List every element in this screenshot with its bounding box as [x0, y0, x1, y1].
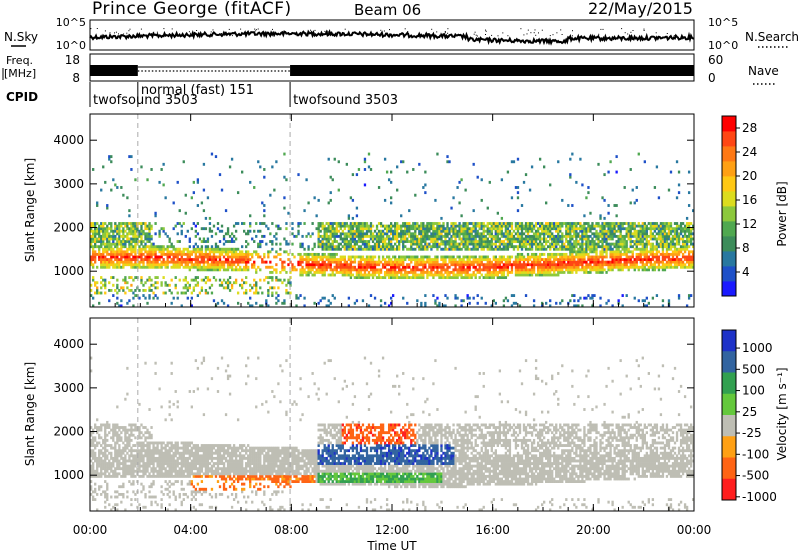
- power-colorbar-swatch: [722, 176, 736, 192]
- station-title: Prince George (fitACF): [92, 0, 292, 19]
- cpid-label: CPID: [6, 90, 38, 104]
- power-colorbar-tick-label: 16: [742, 193, 757, 207]
- xtick-label: 16:00: [475, 523, 510, 537]
- xtick-label: 00:00: [677, 523, 712, 537]
- velocity-colorbar-tick-label: -1000: [742, 490, 777, 504]
- velocity-colorbar-tick-label: 500: [742, 362, 765, 376]
- velocity-heatmap: [90, 318, 695, 512]
- power-colorbar-frame: [721, 115, 737, 297]
- nave-label: Nave: [748, 64, 779, 78]
- xtick-label: 08:00: [274, 523, 309, 537]
- velocity-colorbar-tick-label: -100: [742, 447, 769, 461]
- velocity-colorbar-frame: [721, 329, 737, 501]
- power-colorbar-swatch: [722, 116, 736, 132]
- power-colorbar-swatch: [722, 266, 736, 282]
- power-colorbar-swatch: [722, 251, 736, 267]
- xtick-label: 12:00: [375, 523, 410, 537]
- velocity-colorbar-label: Velocity [m s⁻¹]: [775, 367, 789, 460]
- velocity-ylabel: Slant Range [km]: [23, 362, 37, 466]
- power-colorbar-label: Power [dB]: [775, 181, 789, 246]
- power-heatmap: [90, 114, 695, 308]
- xtick-label: 20:00: [576, 523, 611, 537]
- power-colorbar-tick-label: 8: [742, 241, 750, 255]
- beam-title: Beam 06: [354, 1, 421, 19]
- freq-block-twofsound: [290, 65, 694, 76]
- velocity-colorbar-swatch: [722, 415, 736, 437]
- noise-strip: N.Sky 10^5 10^0 10^5 10^0 N.Search: [4, 16, 799, 52]
- noise-tick-right-top: 10^5: [708, 16, 738, 29]
- power-colorbar-tick-label: 20: [742, 169, 757, 183]
- noise-trace: [89, 28, 695, 46]
- nsearch-label: N.Search: [745, 30, 799, 44]
- noise-tick-left-top: 10^5: [56, 16, 86, 29]
- velocity-colorbar-tick-label: -500: [742, 469, 769, 483]
- cpid-segment-label: twofsound 3503: [293, 93, 398, 108]
- date-title: 22/May/2015: [588, 0, 693, 18]
- velocity-colorbar-swatch: [722, 372, 736, 395]
- freq-tick-top: 18: [65, 53, 80, 67]
- velocity-colorbar-tick-label: -25: [742, 426, 762, 440]
- power-colorbar-swatch: [722, 161, 736, 177]
- power-colorbar-swatch: [722, 281, 736, 297]
- freq-bars: [90, 65, 694, 76]
- ytick-label: 1000: [53, 468, 84, 482]
- xtick-label: 04:00: [173, 523, 208, 537]
- velocity-colorbar-swatch: [722, 351, 736, 373]
- power-panel: 1000 2000 3000 4000 Slant Range [km]: [23, 113, 695, 308]
- freq-tick-bottom: 8: [72, 71, 80, 85]
- ytick-label: 3000: [53, 177, 84, 191]
- power-colorbar-swatch: [722, 191, 736, 207]
- velocity-colorbar-tick-label: 100: [742, 384, 765, 398]
- power-colorbar: 4 8 12 16 20 24 28 Power [dB]: [721, 115, 789, 297]
- velocity-colorbar-tick-label: 1000: [742, 341, 773, 355]
- nave-tick-top: 60: [708, 53, 723, 67]
- power-ylabel: Slant Range [km]: [23, 158, 37, 262]
- power-colorbar-swatch: [722, 221, 736, 237]
- velocity-colorbar-tick-label: 25: [742, 405, 757, 419]
- velocity-colorbar-swatch: [722, 478, 736, 501]
- velocity-colorbar-swatch: [722, 436, 736, 458]
- ytick-label: 2000: [53, 221, 84, 235]
- velocity-colorbar-swatch: [722, 330, 736, 352]
- velocity-panel: 1000 2000 3000 4000 Slant Range [km]: [23, 317, 695, 512]
- nave-tick-bottom: 0: [708, 71, 716, 85]
- freq-label-line2: [MHz]: [4, 67, 36, 80]
- power-colorbar-swatch: [722, 131, 736, 147]
- ytick-label: 3000: [53, 381, 84, 395]
- cpid-segment-label: twofsound 3503: [93, 93, 198, 108]
- nsky-label: N.Sky: [4, 30, 38, 44]
- ytick-label: 4000: [53, 337, 84, 351]
- power-colorbar-tick-label: 12: [742, 217, 757, 231]
- power-colorbar-swatch: [722, 206, 736, 222]
- ytick-label: 4000: [53, 133, 84, 147]
- freq-strip: Freq. [MHz] 18 8 60 0 Nave: [2, 53, 779, 85]
- xtick-label: 00:00: [73, 523, 108, 537]
- velocity-colorbar-swatch: [722, 393, 736, 416]
- power-colorbar-swatch: [722, 236, 736, 252]
- power-colorbar-tick-label: 24: [742, 145, 757, 159]
- noise-sky-line: [89, 29, 695, 46]
- velocity-colorbar-swatch: [722, 457, 736, 480]
- freq-block-twofsound: [90, 65, 138, 76]
- freq-label-line1: Freq.: [6, 54, 33, 67]
- ytick-label: 1000: [53, 264, 84, 278]
- power-colorbar-swatch: [722, 146, 736, 162]
- noise-tick-left-bottom: 10^0: [56, 39, 86, 52]
- ytick-label: 2000: [53, 425, 84, 439]
- xlabel: Time UT: [366, 539, 417, 553]
- cpid-segment-label: normal (fast) 151: [141, 83, 254, 98]
- power-colorbar-tick-label: 4: [742, 265, 750, 279]
- power-colorbar-tick-label: 28: [742, 121, 757, 135]
- noise-tick-right-bottom: 10^0: [708, 39, 738, 52]
- velocity-colorbar: 1000 500 100 25 -25 -100 -500 -1000 Velocity [m…: [721, 329, 789, 504]
- time-axis: 00:00 04:00 08:00 12:00 16:00 20:00 00:00: [73, 114, 712, 537]
